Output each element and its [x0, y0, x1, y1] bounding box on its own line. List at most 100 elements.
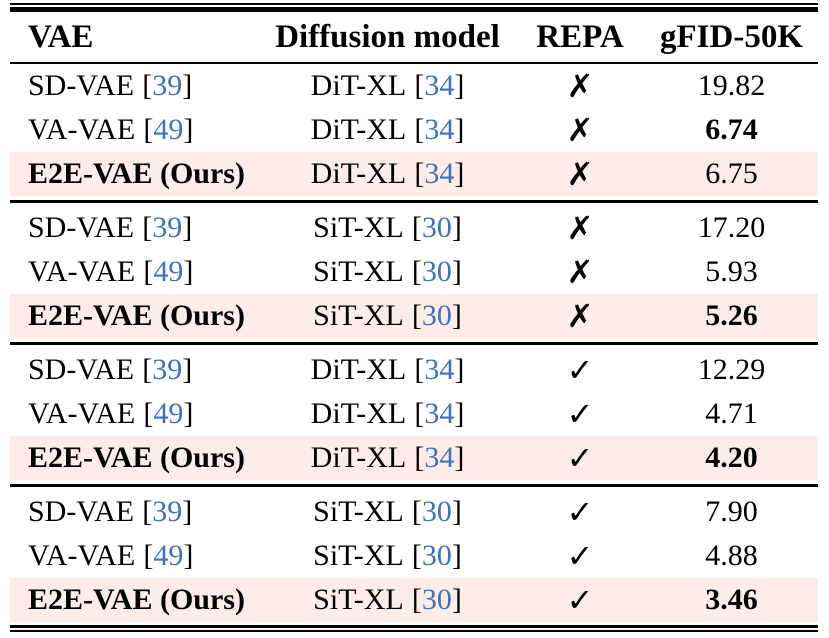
gfid-value: 7.90	[705, 495, 758, 528]
table-row: SD-VAE [39] DiT-XL [34] ✗ 19.82	[10, 64, 818, 108]
citation-link[interactable]: [49]	[143, 113, 194, 146]
vae-name: SD-VAE	[28, 211, 135, 244]
diffusion-model-cell: SiT-XL [30]	[260, 497, 515, 527]
citation-link[interactable]: [30]	[411, 583, 462, 616]
citation-link[interactable]: [49]	[143, 255, 194, 288]
citation-link[interactable]: [30]	[411, 495, 462, 528]
citation-link[interactable]: [30]	[411, 299, 462, 332]
citation-link[interactable]: [39]	[142, 211, 193, 244]
model-name: SiT-XL	[313, 211, 404, 244]
repa-cell: ✗	[515, 114, 645, 147]
citation-link[interactable]: [30]	[411, 211, 462, 244]
gfid-cell: 4.20	[645, 443, 818, 473]
model-name: SiT-XL	[313, 583, 404, 616]
model-name: SiT-XL	[313, 255, 404, 288]
table-row-highlighted: E2E-VAE (Ours) DiT-XL [34] ✓ 4.20	[10, 436, 818, 480]
check-icon: ✓	[566, 580, 594, 619]
citation-number: 39	[152, 353, 183, 386]
vae-cell: SD-VAE [39]	[10, 71, 260, 101]
group-separator	[10, 484, 818, 487]
gfid-cell: 5.26	[645, 301, 818, 331]
vae-cell: VA-VAE [49]	[10, 399, 260, 429]
citation-number: 34	[424, 157, 455, 190]
citation-number: 30	[421, 583, 452, 616]
citation-link[interactable]: [34]	[414, 397, 465, 430]
gfid-cell: 19.82	[645, 71, 818, 101]
vae-name: SD-VAE	[28, 69, 135, 102]
citation-link[interactable]: [30]	[411, 539, 462, 572]
repa-cell: ✗	[515, 70, 645, 103]
table-row: SD-VAE [39] SiT-XL [30] ✗ 17.20	[10, 206, 818, 250]
gfid-cell: 6.75	[645, 159, 818, 189]
gfid-value: 12.29	[697, 353, 766, 386]
citation-number: 39	[152, 495, 183, 528]
diffusion-model-cell: SiT-XL [30]	[260, 257, 515, 287]
col-header-repa: REPA	[536, 18, 624, 55]
bottom-rule	[10, 625, 818, 632]
gfid-value: 6.75	[705, 157, 758, 190]
diffusion-model-cell: SiT-XL [30]	[260, 541, 515, 571]
citation-number: 30	[421, 495, 452, 528]
diffusion-model-cell: SiT-XL [30]	[260, 213, 515, 243]
cross-icon: ✗	[566, 208, 594, 247]
col-header-vae: VAE	[28, 18, 94, 55]
citation-link[interactable]: [34]	[414, 353, 465, 386]
table-row-highlighted: E2E-VAE (Ours) SiT-XL [30] ✗ 5.26	[10, 294, 818, 338]
group-separator	[10, 200, 818, 203]
vae-cell: SD-VAE [39]	[10, 497, 260, 527]
table-row-highlighted: E2E-VAE (Ours) DiT-XL [34] ✗ 6.75	[10, 152, 818, 196]
citation-number: 30	[421, 211, 452, 244]
citation-number: 30	[421, 539, 452, 572]
model-name: DiT-XL	[310, 157, 407, 190]
gfid-value: 5.26	[705, 299, 758, 332]
citation-link[interactable]: [49]	[143, 539, 194, 572]
diffusion-model-cell: DiT-XL [34]	[260, 399, 515, 429]
citation-link[interactable]: [34]	[414, 113, 465, 146]
cross-icon: ✗	[566, 154, 594, 193]
citation-number: 30	[421, 255, 452, 288]
vae-name: VA-VAE	[28, 397, 136, 430]
gfid-cell: 5.93	[645, 257, 818, 287]
repa-cell: ✗	[515, 256, 645, 289]
citation-number: 34	[424, 441, 455, 474]
diffusion-model-cell: SiT-XL [30]	[260, 301, 515, 331]
diffusion-model-cell: DiT-XL [34]	[260, 355, 515, 385]
gfid-value: 4.88	[705, 539, 758, 572]
cross-icon: ✗	[566, 296, 594, 335]
vae-name: VA-VAE	[28, 539, 136, 572]
vae-cell: SD-VAE [39]	[10, 355, 260, 385]
vae-name: E2E-VAE (Ours)	[28, 583, 245, 616]
model-name: DiT-XL	[310, 353, 407, 386]
citation-number: 49	[153, 255, 184, 288]
header-row: VAE Diffusion model REPA gFID-50K	[10, 12, 818, 62]
gfid-cell: 12.29	[645, 355, 818, 385]
repa-cell: ✓	[515, 398, 645, 431]
vae-cell: E2E-VAE (Ours)	[10, 585, 260, 615]
vae-cell: VA-VAE [49]	[10, 257, 260, 287]
table-row: VA-VAE [49] SiT-XL [30] ✓ 4.88	[10, 534, 818, 578]
citation-link[interactable]: [39]	[142, 69, 193, 102]
check-icon: ✓	[566, 350, 594, 389]
citation-number: 39	[152, 69, 183, 102]
citation-link[interactable]: [34]	[414, 69, 465, 102]
citation-link[interactable]: [34]	[414, 157, 465, 190]
gfid-value: 17.20	[697, 211, 766, 244]
vae-cell: SD-VAE [39]	[10, 213, 260, 243]
vae-cell: VA-VAE [49]	[10, 115, 260, 145]
check-icon: ✓	[566, 394, 594, 433]
col-header-diffusion-model: Diffusion model	[275, 18, 500, 55]
diffusion-model-cell: SiT-XL [30]	[260, 585, 515, 615]
cross-icon: ✗	[566, 66, 594, 105]
citation-link[interactable]: [49]	[143, 397, 194, 430]
header-rule	[10, 62, 818, 64]
vae-name: E2E-VAE (Ours)	[28, 299, 245, 332]
table-row-highlighted: E2E-VAE (Ours) SiT-XL [30] ✓ 3.46	[10, 578, 818, 622]
citation-link[interactable]: [39]	[142, 495, 193, 528]
check-icon: ✓	[566, 536, 594, 575]
citation-link[interactable]: [34]	[414, 441, 465, 474]
vae-name: E2E-VAE (Ours)	[28, 157, 245, 190]
vae-name: E2E-VAE (Ours)	[28, 441, 245, 474]
citation-link[interactable]: [39]	[142, 353, 193, 386]
citation-link[interactable]: [30]	[411, 255, 462, 288]
repa-cell: ✗	[515, 212, 645, 245]
